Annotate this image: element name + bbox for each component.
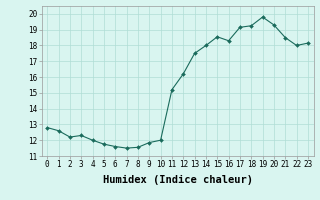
X-axis label: Humidex (Indice chaleur): Humidex (Indice chaleur) [103,175,252,185]
